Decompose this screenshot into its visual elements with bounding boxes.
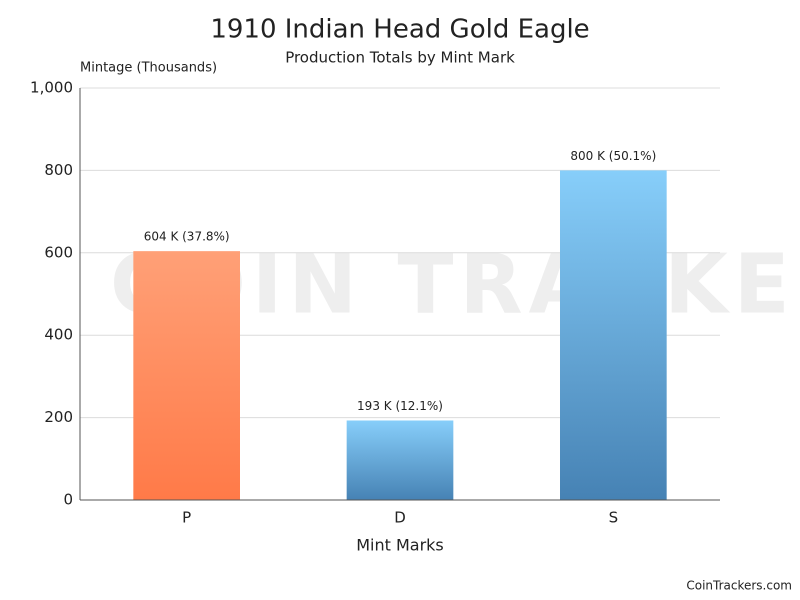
y-tick-label: 400 [44,326,73,344]
y-tick-label: 600 [44,243,73,261]
x-tick-label: D [394,509,406,527]
chart-title: 1910 Indian Head Gold Eagle [210,15,589,45]
chart-subtitle: Production Totals by Mint Mark [285,49,515,67]
bar [133,251,240,500]
y-tick-label: 800 [44,161,73,179]
value-label: 800 K (50.1%) [570,149,656,163]
x-axis-label: Mint Marks [356,536,444,555]
value-label: 193 K (12.1%) [357,399,443,413]
y-tick-label: 200 [44,408,73,426]
y-tick-label: 0 [63,491,73,509]
value-label: 604 K (37.8%) [144,230,230,244]
y-axis-label: Mintage (Thousands) [80,61,217,76]
x-tick-label: P [182,509,191,527]
footer: CoinTrackers.com [686,579,792,593]
x-tick-label: S [609,509,619,527]
bar [347,420,454,500]
bar [560,170,667,500]
y-tick-label: 1,000 [30,79,73,97]
